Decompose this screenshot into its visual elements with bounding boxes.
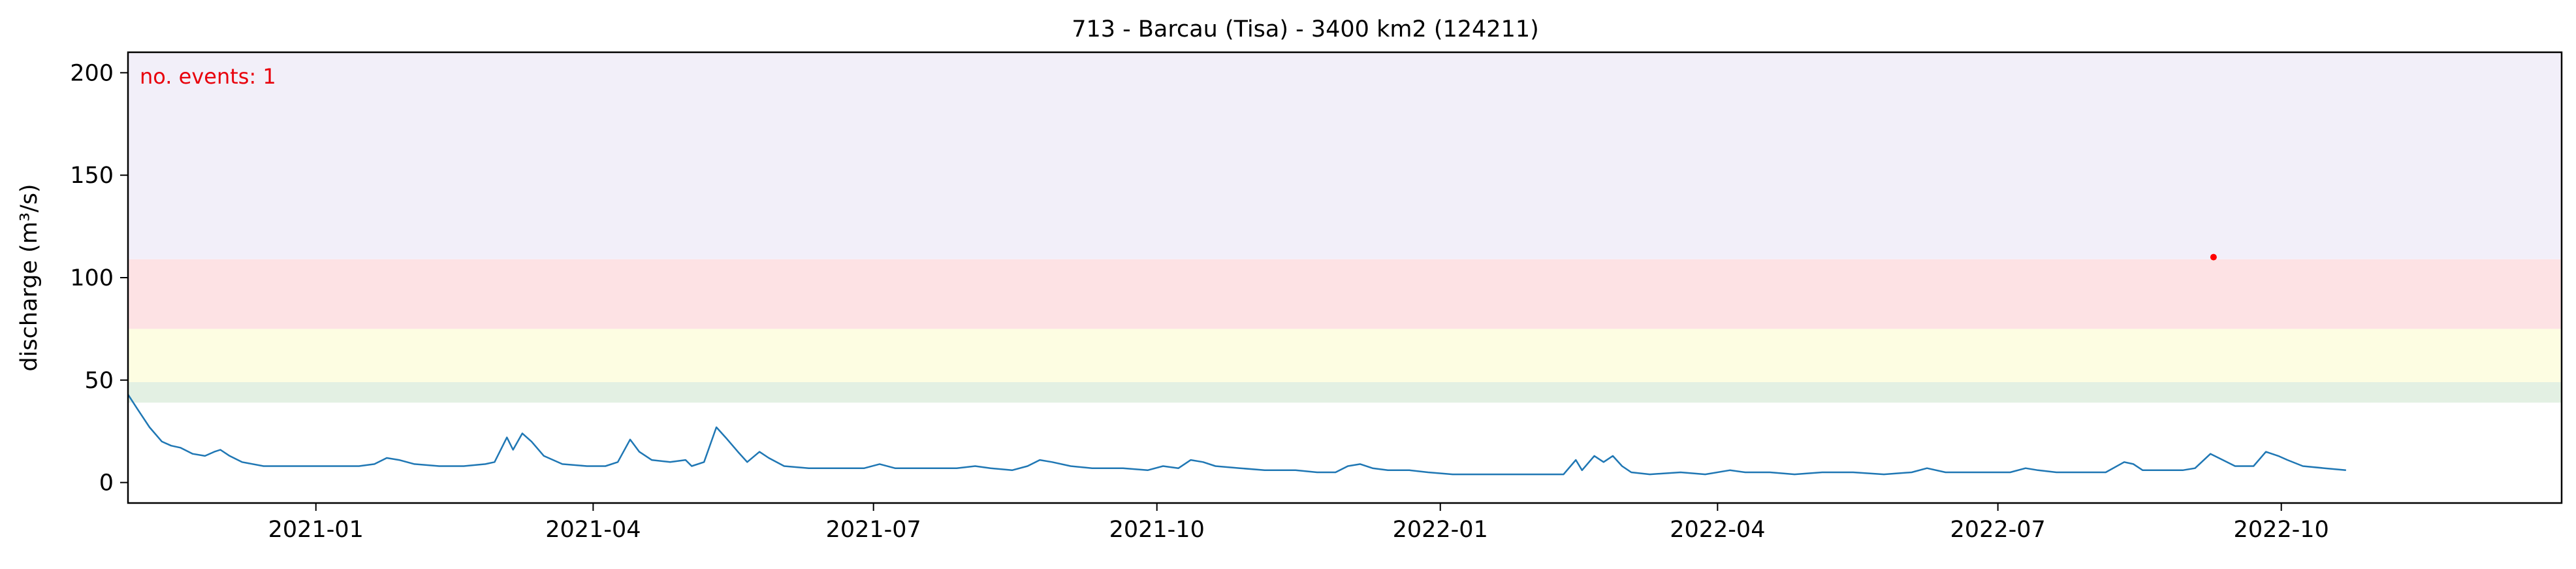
chart-title: 713 - Barcau (Tisa) - 3400 km2 (124211) (1072, 16, 1539, 42)
x-tick-label: 2022-10 (2234, 517, 2329, 543)
x-tick-label: 2021-01 (268, 517, 364, 543)
y-tick-label: 200 (70, 60, 114, 86)
event-marker (2210, 253, 2217, 261)
x-tick-label: 2022-07 (1950, 517, 2046, 543)
x-tick-label: 2021-10 (1109, 517, 1205, 543)
event-count-annotation: no. events: 1 (140, 64, 276, 89)
x-tick-label: 2022-04 (1670, 517, 1765, 543)
plot-frame (127, 51, 2563, 504)
y-tick-label: 150 (70, 163, 114, 189)
x-tick-label: 2021-04 (545, 517, 641, 543)
y-axis-label: discharge (m³/s) (16, 184, 42, 371)
x-tick-label: 2022-01 (1393, 517, 1488, 543)
y-tick-label: 50 (84, 368, 114, 394)
y-tick-label: 100 (70, 265, 114, 291)
events-layer (2210, 253, 2217, 261)
axis-ticks: 0 50 100 150 200 2021-01 2021-04 2021-07 2021-10… (70, 60, 2329, 543)
series-line-0 (128, 394, 2346, 476)
threshold-band-2 (128, 259, 2562, 329)
series-layer (128, 394, 2346, 476)
y-tick-label: 0 (99, 470, 114, 496)
threshold-bands (128, 52, 2562, 403)
threshold-band-3 (128, 52, 2562, 259)
threshold-band-0 (128, 382, 2562, 403)
threshold-band-1 (128, 329, 2562, 382)
x-tick-label: 2021-07 (826, 517, 921, 543)
